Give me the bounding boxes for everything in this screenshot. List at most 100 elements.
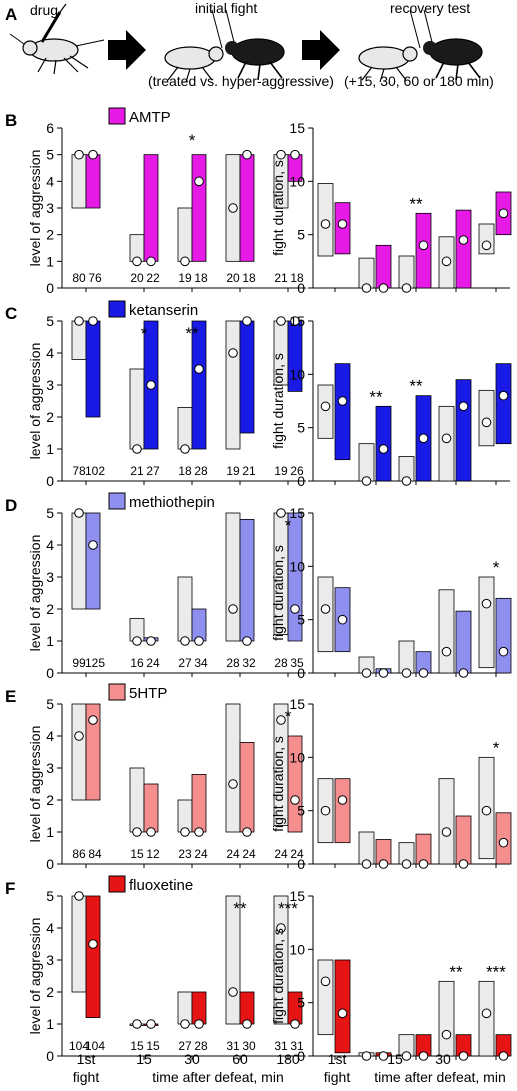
median-point-treated — [378, 668, 389, 678]
bar-treated — [143, 783, 159, 833]
x-tick-left-15: 15 — [136, 1051, 152, 1067]
bar-control — [438, 405, 455, 482]
bar-treated — [455, 815, 472, 865]
median-point-control — [132, 636, 142, 646]
n-label-control: 28 — [226, 656, 240, 670]
bar-treated — [85, 895, 101, 1018]
significance-marker-right: *** — [486, 962, 506, 981]
n-label-control: 15 — [130, 1039, 144, 1053]
median-point-treated — [146, 256, 156, 267]
x-title-right: time after defeat, min — [374, 1069, 506, 1085]
y-tick-label-left: 1 — [46, 633, 54, 649]
n-label-control: 23 — [178, 847, 192, 861]
median-point-treated — [194, 827, 204, 837]
median-point-control — [74, 731, 84, 741]
median-point-control — [441, 1029, 452, 1040]
n-label-treated: 104 — [85, 1039, 105, 1053]
panel-letter: E — [5, 687, 16, 706]
median-point-treated — [88, 316, 98, 326]
bar-treated — [334, 778, 351, 844]
bar-treated — [334, 363, 351, 461]
n-label-control: 20 — [226, 271, 240, 285]
median-point-treated — [146, 827, 156, 837]
y-tick-label-left: 3 — [46, 760, 54, 776]
y-tick-label-left: 3 — [46, 377, 54, 393]
x-tick-left-30: 30 — [184, 1051, 200, 1067]
schematic-note-treated: (treated vs. hyper-aggressive) — [148, 73, 334, 89]
bar-treated — [455, 379, 472, 482]
median-point-treated — [88, 540, 98, 550]
median-point-control — [74, 891, 84, 901]
median-point-control — [481, 598, 492, 609]
significance-marker-right: * — [493, 738, 500, 757]
n-label-control: 99 — [72, 656, 86, 670]
n-label-treated: 102 — [85, 464, 105, 478]
median-point-control — [361, 283, 372, 293]
significance-marker-left: * — [189, 131, 196, 150]
y-tick-label-right: 5 — [297, 995, 305, 1011]
legend-swatch — [108, 875, 126, 893]
bar-treated — [191, 774, 207, 833]
x-tick-left-60: 60 — [232, 1051, 248, 1067]
median-point-control — [401, 283, 412, 293]
median-point-treated — [458, 401, 469, 412]
median-point-treated — [337, 219, 348, 229]
n-label-treated: 76 — [88, 271, 102, 285]
y-tick-label-right: 0 — [297, 856, 305, 872]
median-point-control — [361, 668, 372, 678]
median-point-control — [481, 1008, 492, 1019]
x-label-right-first-1: 1st — [328, 1051, 347, 1067]
y-tick-label-left: 5 — [46, 313, 54, 329]
n-label-control: 86 — [72, 847, 86, 861]
n-label-control: 21 — [274, 271, 288, 285]
bar-control — [177, 207, 193, 262]
y-tick-label-right: 0 — [297, 280, 305, 296]
panel-letter: F — [5, 879, 15, 898]
y-tick-label-left: 2 — [46, 227, 54, 243]
y-tick-label-left: 1 — [46, 441, 54, 457]
n-label-treated: 22 — [146, 271, 160, 285]
bar-treated — [455, 209, 472, 289]
median-point-control — [180, 636, 190, 646]
bar-treated — [375, 244, 392, 289]
median-point-treated — [458, 668, 469, 678]
n-label-treated: 15 — [146, 1039, 160, 1053]
median-point-control — [180, 444, 190, 454]
y-tick-label-left: 4 — [46, 920, 54, 936]
median-point-treated — [290, 604, 300, 614]
median-point-treated — [194, 1019, 204, 1029]
n-label-treated: 24 — [146, 656, 160, 670]
median-point-control — [441, 646, 452, 657]
bar-control — [177, 406, 193, 450]
median-point-treated — [458, 235, 469, 245]
median-point-control — [320, 976, 331, 987]
y-tick-label-left: 6 — [46, 120, 54, 136]
y-tick-label-left: 1 — [46, 253, 54, 269]
y-tick-label-left: 0 — [46, 473, 54, 489]
bar-control — [71, 154, 87, 209]
bar-control — [225, 703, 241, 833]
y-tick-label-left: 0 — [46, 856, 54, 872]
y-tick-label-left: 3 — [46, 200, 54, 216]
median-point-treated — [146, 1019, 156, 1029]
legend-swatch — [108, 107, 126, 125]
bar-control — [71, 895, 87, 993]
median-point-treated — [290, 316, 300, 326]
n-label-control: 80 — [72, 271, 86, 285]
y-axis-label-right: fight duration, s — [270, 736, 286, 832]
x-tick-left-180: 180 — [276, 1051, 300, 1067]
median-point-treated — [242, 636, 252, 646]
bar-control — [317, 576, 334, 653]
bar-treated — [334, 959, 351, 1054]
n-label-treated: 28 — [194, 464, 208, 478]
median-point-treated — [242, 1019, 252, 1029]
x-tick-right-15: 15 — [387, 1051, 403, 1067]
bar-treated — [143, 154, 159, 262]
median-point-control — [74, 316, 84, 326]
x-title-left: time after defeat, min — [152, 1069, 284, 1085]
y-tick-label-right: 15 — [289, 696, 305, 712]
bar-treated — [85, 320, 101, 418]
median-point-treated — [242, 149, 252, 160]
n-label-control: 21 — [130, 464, 144, 478]
